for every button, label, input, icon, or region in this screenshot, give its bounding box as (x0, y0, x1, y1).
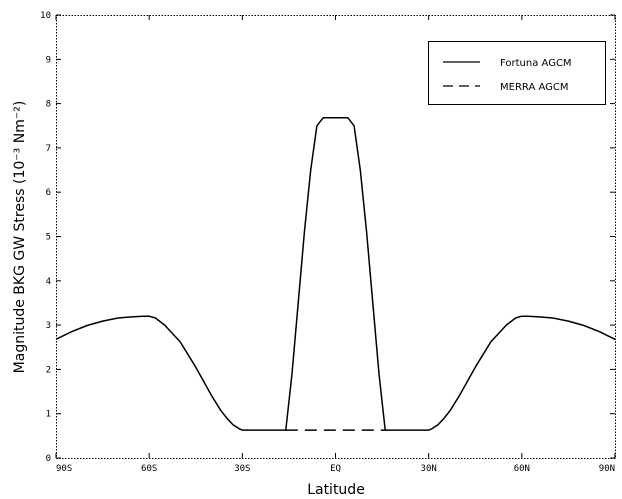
legend-label-fortuna: Fortuna AGCM (500, 58, 572, 69)
legend-box (428, 41, 606, 105)
y-tick-label: 10 (40, 11, 51, 21)
y-tick-label: 0 (46, 454, 51, 464)
x-axis-ticks: 90S 60S 30S EQ 30N 60N 90N (55, 15, 616, 474)
x-axis-title: Latitude (307, 482, 365, 498)
y-tick-label: 6 (46, 188, 51, 198)
x-tick-label: 90N (599, 464, 615, 474)
y-tick-label: 7 (46, 144, 51, 154)
series-layer (55, 117, 616, 431)
x-tick-label: 60S (141, 464, 157, 474)
x-tick-label: 30N (421, 464, 437, 474)
x-tick-label: 30S (234, 464, 250, 474)
legend: Fortuna AGCM MERRA AGCM (428, 41, 606, 105)
y-tick-label: 5 (46, 233, 51, 243)
x-tick-label: 60N (514, 464, 530, 474)
x-tick-label: EQ (330, 464, 341, 474)
legend-label-merra: MERRA AGCM (500, 82, 568, 93)
y-tick-label: 2 (46, 365, 51, 375)
y-axis-ticks: 0 1 2 3 4 5 6 7 8 9 10 (40, 11, 615, 464)
series-line-fortuna (55, 117, 616, 431)
x-tick-label: 90S (56, 464, 72, 474)
y-tick-label: 8 (46, 100, 51, 110)
y-tick-label: 4 (46, 277, 51, 287)
y-tick-label: 9 (46, 55, 51, 65)
y-axis-title: Magnitude BKG GW Stress (10⁻³ Nm⁻²) (12, 101, 28, 374)
y-tick-label: 3 (46, 321, 51, 331)
y-tick-label: 1 (46, 410, 51, 420)
